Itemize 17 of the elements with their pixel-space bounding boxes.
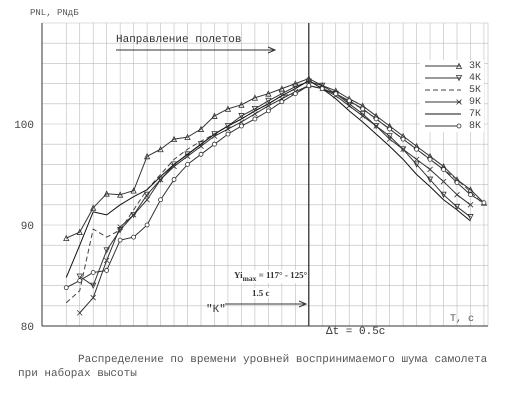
annotation: Yi$_{max}$ = 117° - 125°	[234, 270, 308, 283]
annotation: Δt = 0.5c	[326, 326, 386, 338]
y-axis-title: PNL, PNдБ	[30, 8, 79, 18]
y-tick-label: 80	[20, 322, 34, 334]
legend-label: 8К	[468, 120, 481, 132]
y-tick-label: 90	[20, 220, 34, 233]
y-tick-label: 100	[14, 120, 34, 132]
legend-label: 9К	[468, 96, 481, 108]
legend-label: 4К	[468, 72, 481, 84]
legend-label: 7К	[468, 108, 481, 120]
text: Распределение по времени уровней воспринимаемого шума самолета при наборах высоты	[17, 353, 488, 381]
legend-label: 5К	[468, 84, 481, 96]
x-axis-title: T, c	[450, 314, 474, 325]
annotation: 1.5 c	[252, 288, 270, 298]
annotation: Направление полетов	[116, 34, 242, 46]
annotation: "К"	[206, 304, 226, 316]
legend-label: 3К	[468, 60, 481, 72]
